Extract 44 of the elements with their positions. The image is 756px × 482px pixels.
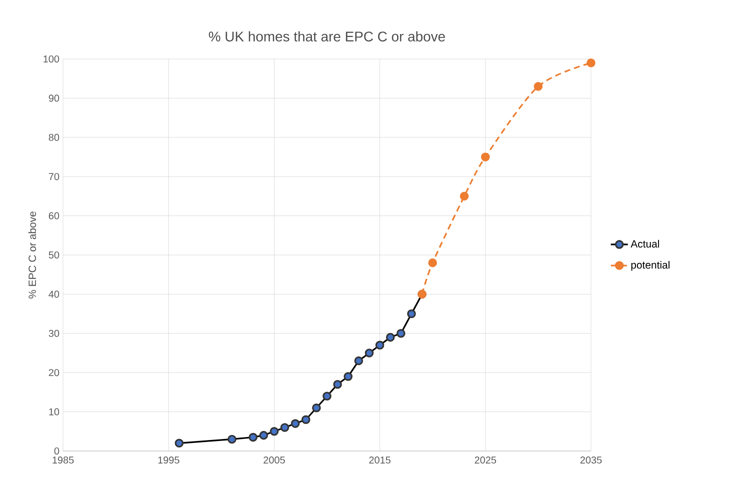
x-tick-label: 2015 bbox=[369, 456, 390, 464]
point bbox=[228, 434, 236, 444]
y-tick-label: 80 bbox=[48, 134, 60, 141]
y-tick-label: 50 bbox=[48, 251, 60, 259]
x-tick-label: 2035 bbox=[580, 456, 602, 464]
y-tick-label: 30 bbox=[48, 330, 60, 337]
point bbox=[290, 419, 300, 428]
point bbox=[428, 258, 438, 268]
point bbox=[259, 430, 268, 440]
point bbox=[354, 356, 364, 366]
point bbox=[586, 58, 596, 68]
x-tick-label: 1985 bbox=[52, 456, 74, 464]
point bbox=[333, 380, 342, 389]
y-tick-label: 10 bbox=[49, 408, 60, 416]
y-tick-label: 0 bbox=[54, 447, 60, 455]
point bbox=[322, 392, 332, 401]
x-tick-label: 2025 bbox=[474, 456, 496, 464]
y-tick-label: 40 bbox=[48, 290, 60, 298]
point bbox=[364, 348, 374, 358]
y-tick-label: 70 bbox=[48, 173, 60, 180]
y-tick-label: 60 bbox=[48, 212, 60, 220]
point bbox=[174, 438, 184, 448]
y-tick-label: 100 bbox=[44, 55, 60, 63]
point bbox=[534, 82, 543, 91]
point bbox=[312, 403, 321, 412]
point bbox=[386, 332, 395, 342]
chart-title: % UK homes that are EPC C or above bbox=[208, 31, 445, 42]
point bbox=[375, 340, 384, 350]
point bbox=[344, 372, 353, 381]
x-tick-label: 1995 bbox=[158, 456, 180, 464]
point bbox=[301, 415, 310, 424]
point bbox=[270, 426, 279, 436]
legend-label: Actual bbox=[630, 240, 660, 248]
y-tick-label: 20 bbox=[48, 369, 60, 376]
point bbox=[280, 423, 290, 432]
point bbox=[248, 432, 258, 442]
legend-label: potential bbox=[631, 260, 670, 271]
x-tick-label: 2005 bbox=[264, 456, 285, 464]
point bbox=[460, 192, 469, 201]
point bbox=[407, 309, 416, 318]
point bbox=[396, 328, 406, 338]
y-axis-title: % EPC C or above bbox=[28, 212, 36, 299]
point bbox=[481, 152, 490, 162]
y-tick-label: 90 bbox=[48, 94, 60, 102]
